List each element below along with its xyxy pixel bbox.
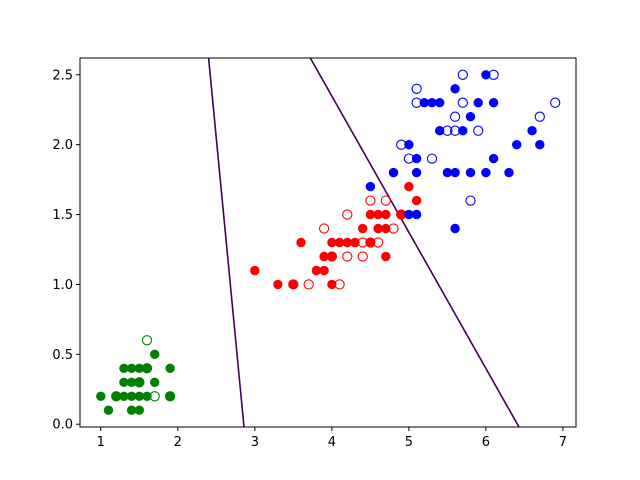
filled-point-s4-21: [488, 97, 499, 108]
x-tick-label-1: 2: [174, 435, 182, 450]
filled-point-s0-12: [142, 391, 152, 401]
filled-point-s4-22: [488, 153, 499, 164]
y-tick-label-3: 1.5: [52, 208, 73, 223]
open-point-s3-12: [388, 223, 399, 234]
filled-point-s2-1: [273, 279, 283, 290]
open-point-s3-9: [365, 195, 376, 206]
filled-point-s4-18: [473, 97, 483, 108]
open-point-s1-2: [141, 335, 153, 346]
open-point-s5-1: [403, 153, 415, 164]
filled-point-s4-14: [450, 223, 460, 234]
data-points: [96, 69, 561, 415]
filled-point-s4-24: [511, 140, 522, 150]
filled-point-s4-20: [481, 167, 491, 178]
open-point-s5-13: [534, 111, 545, 122]
filled-point-s2-18: [381, 251, 391, 262]
open-point-s5-0: [396, 139, 407, 150]
open-point-s3-14: [326, 251, 338, 262]
filled-point-s2-13: [358, 223, 368, 234]
open-point-s3-7: [357, 237, 368, 248]
filled-point-s0-14: [150, 377, 160, 387]
decision-boundaries: [207, 58, 520, 427]
open-point-s5-14: [550, 97, 561, 108]
filled-point-s0-0: [96, 391, 106, 401]
open-point-s5-5: [442, 125, 453, 136]
x-tick-label-2: 3: [251, 435, 259, 450]
x-tick-label-4: 5: [405, 435, 413, 450]
open-point-s3-5: [342, 209, 353, 220]
filled-point-s4-17: [465, 111, 476, 122]
filled-point-s4-6: [404, 140, 414, 150]
open-point-s5-4: [426, 153, 438, 164]
y-tick-label-1: 0.5: [52, 348, 73, 363]
open-point-s1-3: [141, 363, 153, 374]
y-tick-label-2: 1.0: [52, 278, 73, 293]
filled-point-s2-7: [327, 279, 337, 290]
open-point-s5-9: [457, 69, 468, 80]
open-point-s1-5: [164, 391, 176, 402]
filled-point-s4-19: [481, 70, 491, 80]
open-point-s1-1: [134, 377, 145, 388]
open-point-s3-10: [372, 237, 384, 248]
axes-frame: [79, 57, 577, 428]
filled-point-s2-22: [411, 195, 422, 206]
filled-point-s4-0: [365, 181, 376, 192]
filled-point-s2-12: [350, 237, 360, 248]
filled-point-s4-26: [535, 140, 545, 150]
filled-point-s2-5: [319, 265, 329, 276]
filled-point-s4-9: [435, 97, 445, 108]
open-point-s3-3: [334, 279, 345, 290]
open-point-s5-2: [411, 97, 422, 108]
boundary-line-1: [207, 58, 245, 427]
filled-point-s4-13: [450, 84, 460, 94]
open-point-s5-6: [449, 111, 461, 122]
filled-point-s4-12: [450, 167, 460, 178]
open-point-s5-7: [449, 125, 461, 136]
filled-point-s0-9: [134, 405, 145, 415]
y-tick-label-4: 2.0: [52, 138, 73, 153]
filled-point-s2-23: [373, 223, 383, 234]
open-point-s5-11: [473, 125, 484, 136]
filled-point-s4-15: [458, 125, 468, 136]
filled-point-s0-17: [165, 363, 175, 373]
x-tick-label-3: 4: [328, 435, 336, 450]
filled-point-s0-1: [103, 405, 114, 415]
filled-point-s4-4: [411, 153, 422, 164]
open-point-s5-10: [465, 195, 476, 206]
open-point-s3-4: [342, 251, 353, 262]
open-point-s5-8: [457, 97, 468, 108]
filled-point-s4-10: [435, 125, 445, 136]
open-point-s3-6: [357, 251, 368, 262]
filled-point-s2-3: [296, 237, 306, 248]
boundary-line-2: [309, 58, 520, 427]
filled-point-s4-5: [411, 167, 422, 178]
filled-point-s2-21: [404, 181, 414, 192]
filled-point-s4-1: [388, 167, 399, 178]
x-tick-label-0: 1: [97, 435, 105, 450]
filled-point-s2-17: [381, 209, 391, 220]
open-point-s3-11: [380, 195, 391, 206]
open-point-s3-1: [303, 279, 314, 290]
filled-point-s4-16: [465, 167, 476, 178]
open-point-s5-3: [411, 83, 422, 94]
filled-point-s0-19: [126, 363, 137, 373]
filled-point-s4-3: [411, 209, 422, 220]
open-point-s3-8: [365, 237, 376, 248]
x-axis-ticks: 1 2 3 4 5 6 7: [97, 427, 567, 450]
y-axis-ticks: 0.0 0.5 1.0 1.5 2.0 2.5: [52, 68, 80, 433]
filled-point-s0-15: [150, 349, 160, 359]
filled-point-s4-23: [504, 167, 514, 178]
open-point-s3-0: [288, 279, 299, 290]
y-tick-label-5: 2.5: [52, 68, 73, 83]
open-point-s3-2: [318, 223, 330, 234]
y-tick-label-0: 0.0: [52, 418, 73, 433]
x-tick-label-6: 7: [559, 435, 567, 450]
open-point-s1-0: [111, 391, 122, 402]
filled-point-s4-25: [527, 125, 537, 136]
open-point-s5-12: [488, 69, 499, 80]
x-tick-label-5: 6: [482, 435, 490, 450]
open-point-s1-4: [149, 391, 160, 402]
filled-point-s2-0: [250, 265, 260, 276]
